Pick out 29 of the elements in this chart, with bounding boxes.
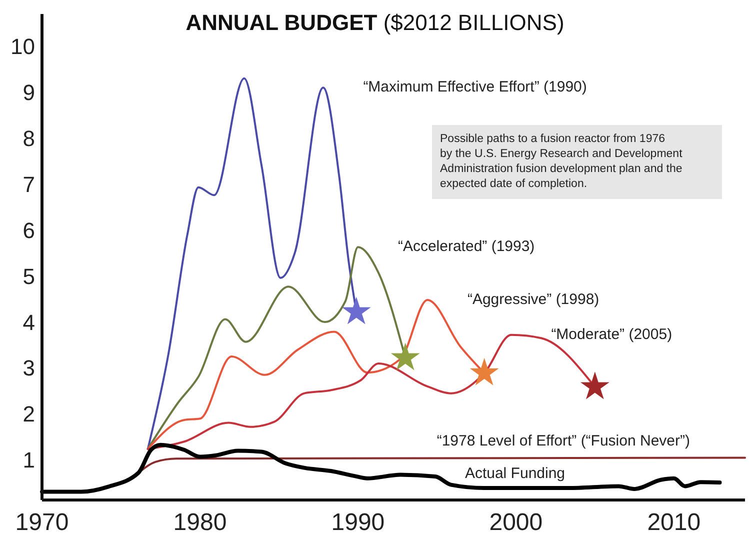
point xyxy=(580,372,610,400)
y-tick-label: 3 xyxy=(22,356,35,381)
series-label: “Aggressive” (1998) xyxy=(467,290,600,308)
point xyxy=(390,342,420,370)
series-label: “1978 Level of Effort” (“Fusion Never”) xyxy=(436,432,690,450)
x-tick-label: 1980 xyxy=(173,509,227,536)
point xyxy=(470,358,499,386)
x-tick-label: 1970 xyxy=(15,509,69,536)
point xyxy=(342,296,371,324)
y-tick-label: 6 xyxy=(22,218,35,243)
y-tick-label: 1 xyxy=(22,448,35,473)
x-tick-label: 1990 xyxy=(331,509,385,536)
x-tick-label: 2010 xyxy=(647,509,701,536)
text: “Maximum Effective Effort” (1990) xyxy=(363,78,587,96)
y-tick-label: 9 xyxy=(22,80,35,105)
annotation: Possible paths to a fusion reactor from 1976 by the U.S. Energy Research and Development Administration fusion development plan and the expected date of completion. xyxy=(440,133,684,190)
y-tick-label: 7 xyxy=(22,172,35,197)
y-tick-label: 4 xyxy=(22,310,35,335)
y-tick-label: 5 xyxy=(22,264,35,289)
x-tick-label: 2000 xyxy=(489,509,543,536)
y-tick-label: 8 xyxy=(22,126,35,151)
series-label: “Moderate” (2005) xyxy=(551,326,672,343)
y-tick-label: 2 xyxy=(22,402,35,427)
series-label: “Accelerated” (1993) xyxy=(398,238,535,256)
chart-subtitle: ($2012 BILLIONS) xyxy=(377,10,564,35)
y-tick-label: 10 xyxy=(10,34,35,59)
note-box: Possible paths to a fusion reactor from 1976 by the U.S. Energy Research and Development Administration fusion development plan and the expected date of completion. xyxy=(432,125,722,199)
chart-title: ANNUAL BUDGET xyxy=(186,10,378,35)
series-label: Actual Funding xyxy=(464,465,566,482)
